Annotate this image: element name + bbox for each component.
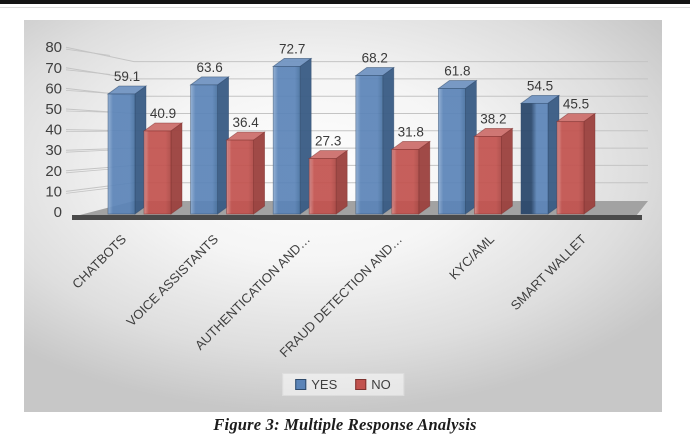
y-axis-label: 80: [45, 39, 62, 56]
y-axis-label: 10: [45, 183, 62, 200]
bar-front-yes-5: [520, 102, 549, 215]
wall-depth-tick: [65, 168, 111, 174]
value-label-yes-4: 61.8: [444, 64, 470, 79]
y-axis-label: 20: [45, 163, 62, 180]
wall-depth-tick: [65, 90, 111, 94]
bar-side-no-3: [418, 140, 431, 215]
bar-side-no-1: [253, 131, 266, 215]
chart-floor-front-edge: [72, 215, 642, 220]
value-label-no-5: 45.5: [563, 97, 589, 112]
bar-front-no-0: [143, 130, 172, 215]
bar-front-yes-0: [107, 93, 136, 215]
value-label-no-0: 40.9: [150, 106, 176, 121]
category-label-0: CHATBOTS: [69, 231, 129, 291]
wall-depth-tick: [65, 48, 111, 56]
y-axis-label: 60: [45, 80, 62, 97]
wall-depth-tick: [65, 110, 111, 113]
bar-front-no-4: [473, 136, 502, 215]
figure-caption: Figure 3: Multiple Response Analysis: [213, 415, 477, 434]
bar-front-yes-4: [437, 88, 466, 215]
wall-depth-tick: [65, 149, 111, 153]
bar-front-yes-2: [272, 66, 301, 215]
wall-depth-tick: [65, 187, 111, 194]
chart-panel: 0 10 20 30 40 50 60 70 80 59.1 40.9 CHATBOTS 63.6 36.…: [24, 20, 662, 412]
value-label-no-1: 36.4: [232, 115, 259, 130]
legend-item-no: NO: [355, 377, 391, 392]
bar-front-no-5: [556, 121, 585, 215]
bar-side-no-2: [335, 149, 348, 215]
bar-front-no-2: [308, 158, 337, 215]
value-label-no-3: 31.8: [398, 124, 424, 139]
value-label-yes-0: 59.1: [114, 69, 140, 84]
bar-side-no-0: [170, 122, 183, 215]
legend-swatch-yes: [295, 379, 307, 390]
document-top-rule: [0, 0, 690, 4]
bar-front-yes-1: [190, 84, 219, 215]
bar-chart-3d: 0 10 20 30 40 50 60 70 80 59.1 40.9 CHATBOTS 63.6 36.…: [45, 39, 648, 360]
bar-side-no-5: [583, 112, 596, 215]
bar-front-no-3: [391, 149, 420, 215]
chart-legend: YES NO: [282, 373, 404, 396]
y-axis-label: 70: [45, 60, 62, 77]
wall-depth-line: [65, 46, 135, 63]
legend-swatch-no: [355, 379, 367, 390]
value-label-yes-5: 54.5: [527, 78, 553, 93]
value-label-yes-2: 72.7: [279, 41, 305, 56]
y-axis-label: 30: [45, 142, 62, 159]
y-axis-label: 40: [45, 122, 62, 139]
value-label-no-2: 27.3: [315, 134, 341, 149]
bar-front-yes-3: [355, 75, 384, 215]
legend-label-no: NO: [371, 377, 391, 392]
document-top-hairline: [0, 7, 690, 8]
category-label-1: VOICE ASSISTANTS: [123, 231, 221, 329]
bar-side-no-4: [500, 127, 513, 215]
y-axis-label: 0: [54, 204, 62, 221]
value-label-yes-3: 68.2: [362, 51, 388, 66]
y-axis-label: 50: [45, 101, 62, 118]
category-label-5: SMART WALLET: [508, 231, 589, 312]
value-label-yes-1: 63.6: [196, 60, 222, 75]
category-label-4: KYC/AML: [446, 232, 497, 283]
legend-label-yes: YES: [311, 377, 338, 392]
value-label-no-4: 38.2: [480, 111, 506, 126]
bar-front-no-1: [226, 139, 255, 215]
legend-item-yes: YES: [295, 377, 337, 392]
wall-depth-tick: [65, 69, 111, 75]
